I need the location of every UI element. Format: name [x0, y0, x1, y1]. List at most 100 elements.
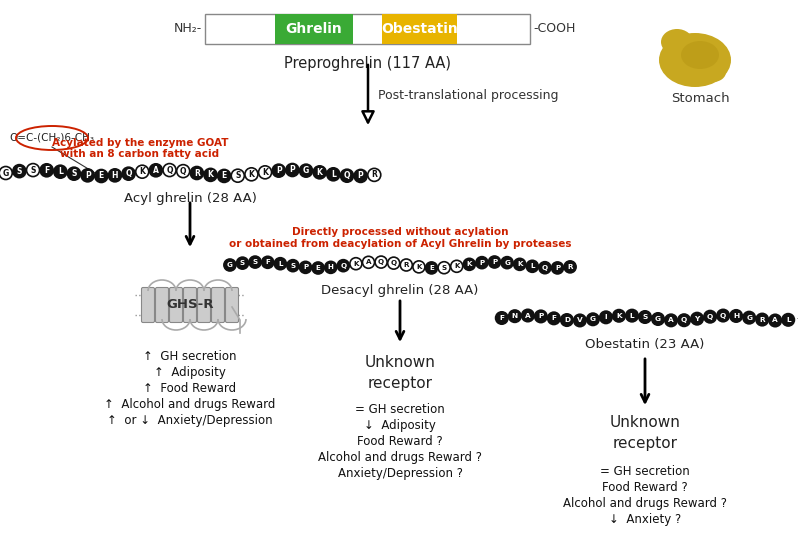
Circle shape	[236, 257, 248, 269]
Text: P: P	[555, 265, 560, 271]
Text: F: F	[44, 166, 49, 175]
Circle shape	[539, 262, 551, 273]
Text: A: A	[365, 260, 371, 265]
Text: K: K	[248, 170, 255, 179]
Text: Q: Q	[125, 169, 132, 178]
Text: R: R	[404, 262, 409, 268]
Text: A: A	[772, 317, 778, 324]
Circle shape	[354, 169, 367, 183]
FancyBboxPatch shape	[156, 287, 168, 323]
Text: ↑  Food Reward: ↑ Food Reward	[144, 382, 236, 395]
Circle shape	[299, 164, 313, 177]
Text: Q: Q	[707, 314, 713, 320]
Circle shape	[782, 314, 795, 326]
Text: L: L	[530, 263, 535, 269]
Circle shape	[149, 164, 162, 177]
Text: = GH secretion: = GH secretion	[600, 465, 690, 478]
FancyBboxPatch shape	[184, 287, 196, 323]
Circle shape	[262, 256, 274, 268]
FancyBboxPatch shape	[197, 287, 211, 323]
Bar	[275, 14, 353, 44]
Text: D: D	[564, 317, 570, 323]
Text: Q: Q	[344, 171, 350, 180]
Circle shape	[743, 311, 756, 324]
Circle shape	[401, 259, 413, 271]
Text: G: G	[303, 166, 309, 175]
Circle shape	[451, 260, 463, 272]
Text: F: F	[265, 260, 270, 265]
Circle shape	[730, 310, 742, 322]
Text: S: S	[252, 259, 258, 265]
Text: Alcohol and drugs Reward ?: Alcohol and drugs Reward ?	[563, 497, 727, 510]
Text: K: K	[467, 261, 472, 267]
Text: P: P	[303, 265, 308, 270]
Circle shape	[652, 313, 664, 325]
Text: ↑  Adiposity: ↑ Adiposity	[154, 366, 226, 379]
Text: K: K	[354, 261, 358, 267]
Circle shape	[587, 313, 599, 325]
Circle shape	[26, 164, 40, 177]
Circle shape	[476, 257, 488, 268]
FancyBboxPatch shape	[169, 287, 183, 323]
Text: P: P	[358, 172, 364, 180]
Text: E: E	[429, 265, 434, 271]
Circle shape	[312, 262, 324, 274]
Text: S: S	[441, 265, 447, 271]
Circle shape	[769, 314, 781, 327]
Circle shape	[122, 167, 135, 180]
Text: NH₂-: NH₂-	[174, 22, 202, 36]
Circle shape	[704, 310, 717, 323]
Circle shape	[425, 262, 437, 274]
FancyBboxPatch shape	[226, 287, 239, 323]
Text: Directly processed without acylation: Directly processed without acylation	[292, 227, 508, 237]
Circle shape	[40, 164, 53, 177]
Circle shape	[678, 314, 690, 326]
Text: Q: Q	[340, 263, 346, 268]
Text: L: L	[58, 167, 63, 176]
Text: Unknown
receptor: Unknown receptor	[610, 415, 681, 451]
Circle shape	[109, 169, 121, 182]
Circle shape	[287, 260, 299, 272]
Text: or obtained from deacylation of Acyl Ghrelin by proteases: or obtained from deacylation of Acyl Ghr…	[229, 239, 571, 249]
Text: P: P	[492, 259, 497, 265]
Text: R: R	[567, 264, 573, 270]
Text: G: G	[590, 316, 596, 323]
Circle shape	[327, 168, 340, 181]
Circle shape	[245, 168, 258, 181]
Text: K: K	[616, 313, 622, 319]
Circle shape	[626, 310, 638, 322]
Text: G: G	[746, 315, 753, 321]
Text: S: S	[30, 165, 36, 174]
FancyBboxPatch shape	[211, 287, 224, 323]
Text: A: A	[153, 166, 159, 175]
Text: Acyl ghrelin (28 AA): Acyl ghrelin (28 AA)	[124, 192, 256, 205]
Circle shape	[501, 257, 513, 268]
Circle shape	[508, 310, 521, 323]
Text: F: F	[551, 315, 556, 321]
Circle shape	[224, 259, 236, 271]
Text: K: K	[317, 168, 322, 177]
Text: K: K	[140, 167, 145, 176]
Circle shape	[388, 257, 400, 269]
Text: S: S	[290, 263, 295, 268]
Text: Q: Q	[391, 260, 397, 266]
Circle shape	[496, 312, 508, 324]
Text: S: S	[235, 171, 240, 180]
Text: E: E	[99, 172, 104, 180]
Text: -COOH: -COOH	[533, 22, 575, 36]
Bar	[205, 14, 530, 44]
Text: = GH secretion: = GH secretion	[355, 403, 444, 416]
Circle shape	[665, 314, 678, 326]
Circle shape	[691, 312, 703, 325]
Circle shape	[163, 164, 176, 177]
Text: P: P	[276, 166, 282, 175]
Circle shape	[259, 166, 271, 179]
Text: E: E	[316, 265, 321, 271]
Circle shape	[551, 262, 563, 274]
Circle shape	[527, 260, 539, 272]
Text: ↑  Alcohol and drugs Reward: ↑ Alcohol and drugs Reward	[105, 398, 275, 411]
Text: Obestatin (23 AA): Obestatin (23 AA)	[585, 338, 705, 351]
Text: GHS-R: GHS-R	[166, 299, 214, 311]
Text: Q: Q	[180, 167, 187, 175]
Text: Q: Q	[378, 259, 384, 265]
